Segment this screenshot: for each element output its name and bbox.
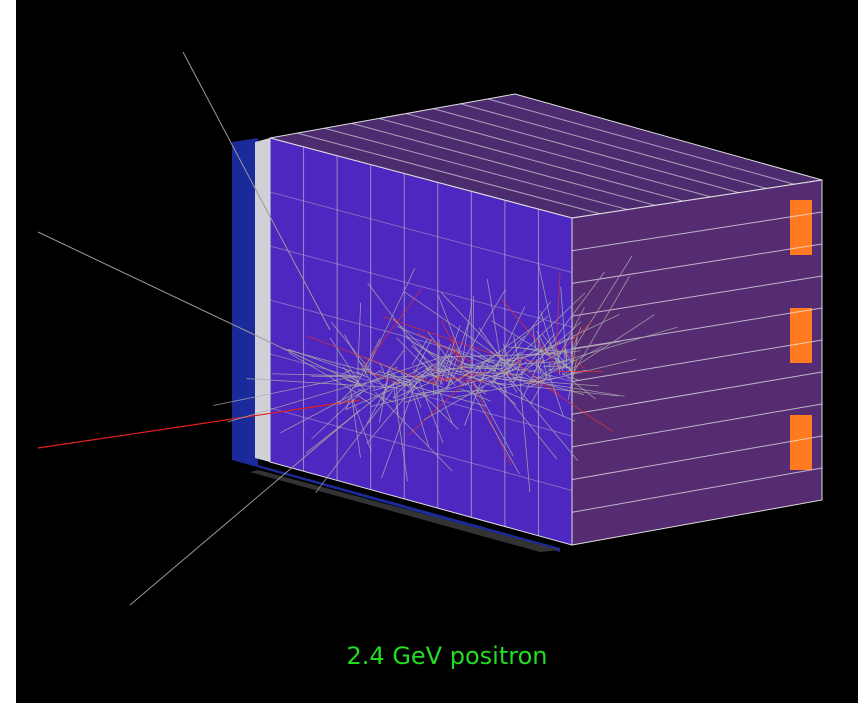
readout: [790, 415, 812, 470]
readout: [790, 308, 812, 363]
caption: 2.4 GeV positron: [347, 642, 548, 670]
page: {"caption": "2.4 GeV positron"} 2.4 GeV …: [0, 0, 864, 710]
detector-scene: 2.4 GeV positron: [0, 0, 864, 710]
readout: [790, 200, 812, 255]
